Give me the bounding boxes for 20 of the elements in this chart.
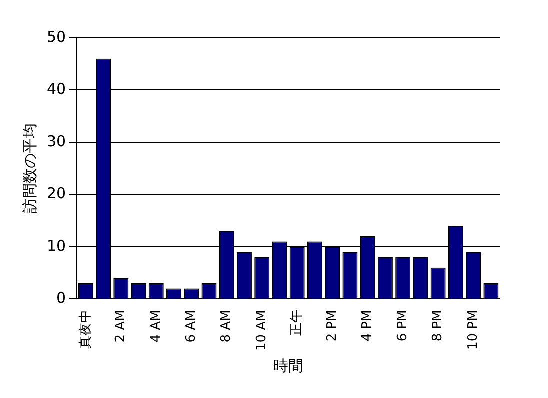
y-tick-label: 20 — [46, 184, 66, 203]
y-axis-title: 訪問数の平均 — [20, 124, 39, 214]
x-tick-label: 2 PM — [324, 310, 340, 342]
x-tick-label: 10 AM — [254, 310, 270, 352]
x-axis-title: 時間 — [274, 356, 304, 375]
y-tick-label: 50 — [46, 28, 66, 46]
x-tick-label: 10 PM — [466, 310, 481, 350]
x-tick-label: 2 AM — [114, 310, 129, 343]
x-tick-label: 6 PM — [395, 310, 410, 342]
y-tick-label: 40 — [46, 80, 66, 98]
y-tick-label: 0 — [56, 289, 66, 308]
x-tick-label: 8 AM — [219, 310, 234, 343]
x-tick-label: 6 AM — [184, 310, 199, 343]
x-tick-label: 8 PM — [430, 310, 446, 342]
x-tick-label: 真夜中 — [77, 310, 94, 350]
x-tick-label: 正午 — [290, 310, 305, 336]
y-tick-label: 10 — [46, 236, 66, 255]
y-tick-label: 30 — [46, 132, 66, 150]
x-tick-label: 4 PM — [360, 310, 376, 342]
x-tick-label: 4 AM — [148, 310, 164, 343]
